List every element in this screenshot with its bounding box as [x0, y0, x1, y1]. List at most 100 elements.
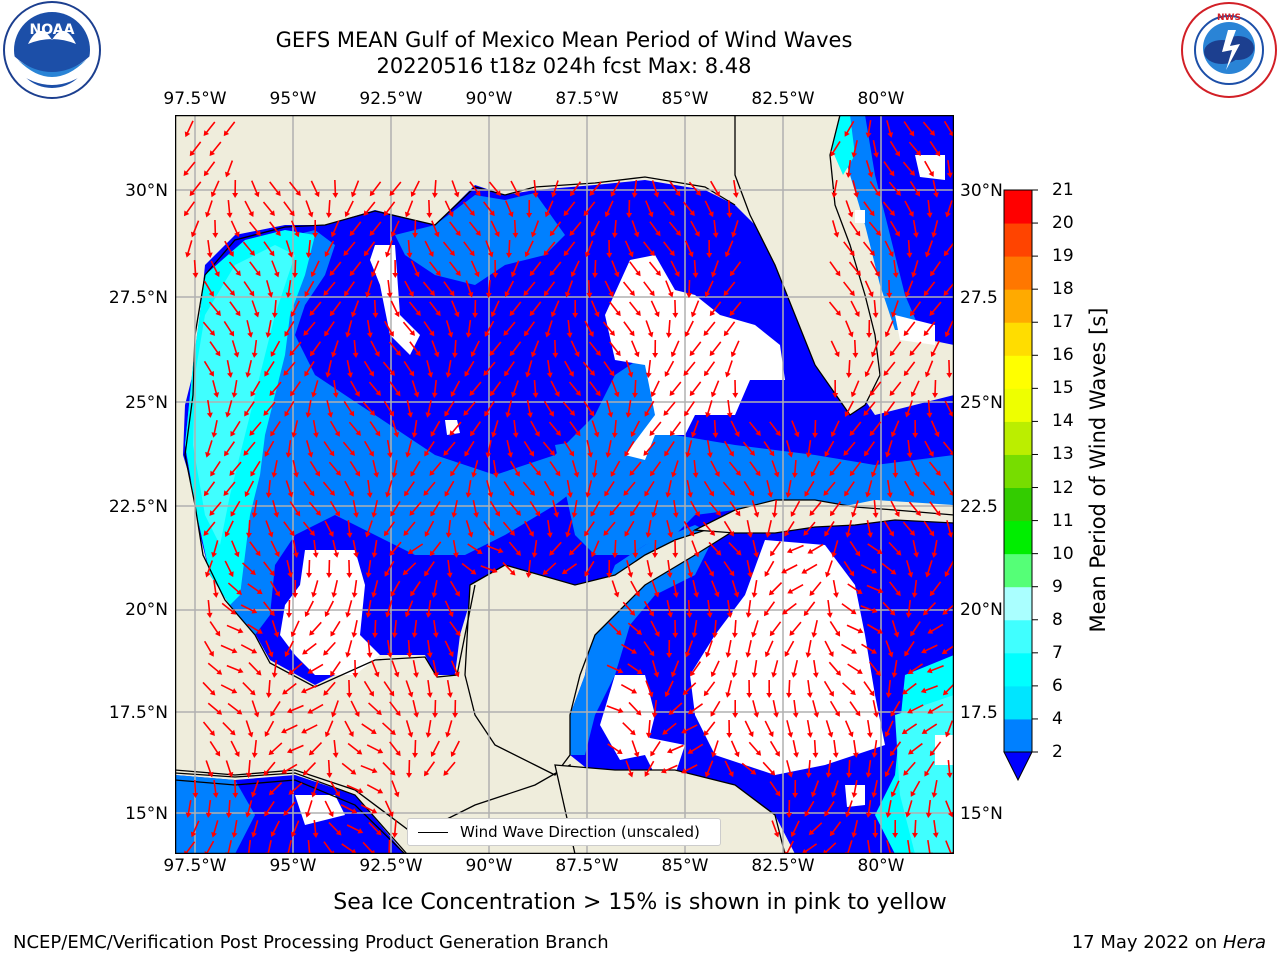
- chart-subtitle: 20220516 t18z 024h fcst Max: 8.48: [376, 54, 752, 78]
- chart-title: GEFS MEAN Gulf of Mexico Mean Period of …: [275, 28, 853, 52]
- wind-wave-arrow: [285, 240, 294, 258]
- wind-wave-arrow: [308, 501, 321, 516]
- wind-wave-arrow: [366, 639, 373, 658]
- wind-wave-arrow: [870, 460, 880, 478]
- wind-wave-arrow: [445, 720, 453, 738]
- wind-wave-arrow: [307, 703, 324, 714]
- wind-wave-arrow: [650, 620, 660, 638]
- wind-wave-arrow: [510, 180, 520, 197]
- colorbar-swatch: [1004, 421, 1032, 455]
- wind-wave-arrow: [405, 720, 414, 738]
- wind-wave-arrow: [731, 619, 738, 638]
- wind-wave-arrow: [302, 642, 317, 655]
- wind-wave-arrow: [703, 480, 714, 497]
- wind-wave-arrow: [346, 360, 353, 378]
- wind-wave-arrow: [250, 380, 261, 397]
- lon-tick-top: 87.5°W: [555, 89, 619, 109]
- wind-wave-arrow: [552, 500, 560, 518]
- wind-wave-arrow: [845, 520, 853, 538]
- wind-wave-arrow: [683, 361, 696, 376]
- wind-wave-arrow: [631, 220, 640, 238]
- wind-wave-arrow: [809, 501, 822, 516]
- wind-wave-arrow: [232, 779, 239, 798]
- wind-wave-arrow: [830, 340, 840, 358]
- wind-wave-arrow: [672, 299, 679, 318]
- colorbar-tick-label: 2: [1052, 742, 1063, 762]
- wind-wave-arrow: [692, 259, 699, 278]
- wind-wave-arrow: [210, 180, 220, 198]
- wind-wave-arrow: [470, 260, 480, 278]
- wind-wave-arrow: [884, 240, 894, 258]
- wind-wave-arrow: [203, 280, 214, 297]
- wind-wave-arrow: [826, 599, 833, 618]
- wind-wave-arrow: [884, 760, 894, 778]
- wind-wave-arrow: [726, 719, 733, 738]
- wind-wave-arrow: [245, 759, 252, 778]
- wind-wave-arrow: [849, 541, 861, 557]
- wind-wave-arrow: [265, 640, 274, 658]
- wind-wave-arrow: [590, 300, 600, 318]
- wind-wave-arrow: [645, 719, 652, 738]
- wind-wave-arrow: [883, 520, 894, 537]
- colorbar-tick-label: 9: [1052, 576, 1063, 597]
- wind-wave-arrow: [543, 400, 554, 417]
- wind-wave-arrow: [549, 541, 562, 556]
- wind-wave-arrow: [791, 660, 799, 678]
- wind-wave-arrow: [383, 521, 396, 537]
- wind-wave-arrow: [803, 601, 816, 617]
- wind-wave-arrow: [786, 544, 804, 554]
- wind-wave-arrow: [490, 220, 500, 238]
- wind-wave-arrow: [847, 583, 863, 595]
- wind-wave-arrow: [251, 780, 260, 798]
- wind-wave-arrow: [864, 280, 874, 298]
- wind-wave-arrow: [429, 461, 442, 476]
- wind-wave-arrow: [690, 661, 702, 677]
- wind-wave-arrow: [872, 299, 879, 318]
- wind-wave-arrow: [371, 660, 380, 678]
- wind-wave-arrow: [908, 501, 921, 516]
- wind-wave-arrow: [548, 421, 561, 436]
- wind-wave-arrow: [324, 800, 334, 818]
- wind-wave-arrow: [848, 261, 861, 276]
- wind-wave-arrow: [444, 200, 454, 218]
- legend-label: Wind Wave Direction (unscaled): [460, 823, 700, 841]
- wind-wave-arrow: [385, 480, 393, 498]
- lat-tick-right: 27.5: [960, 288, 998, 308]
- wind-wave-arrow: [643, 241, 655, 257]
- wind-wave-arrow: [829, 261, 841, 277]
- colorbar-tick-label: 17: [1052, 312, 1074, 333]
- wind-wave-arrow: [391, 460, 398, 478]
- wind-wave-arrow: [772, 700, 779, 718]
- wind-wave-arrow: [849, 461, 862, 477]
- wind-wave-arrow: [748, 741, 762, 756]
- wind-wave-arrow: [332, 179, 339, 198]
- wind-wave-arrow: [366, 479, 373, 498]
- wind-wave-arrow: [509, 341, 522, 357]
- wind-wave-arrow: [425, 400, 432, 418]
- wind-wave-arrow: [886, 479, 893, 498]
- wind-wave-arrow: [290, 220, 300, 238]
- wind-wave-arrow: [546, 359, 553, 378]
- wind-wave-arrow: [489, 341, 502, 357]
- wind-wave-arrow: [771, 460, 780, 478]
- wind-wave-arrow: [712, 219, 719, 238]
- wind-wave-arrow: [590, 220, 601, 238]
- wind-wave-arrow: [220, 644, 238, 654]
- wind-wave-arrow: [286, 560, 294, 578]
- wind-wave-arrow: [891, 620, 900, 638]
- wind-wave-arrow: [649, 221, 661, 237]
- wind-wave-arrow: [865, 160, 874, 178]
- wind-wave-arrow: [247, 623, 263, 634]
- wind-wave-arrow: [508, 541, 521, 556]
- wind-wave-arrow: [770, 541, 782, 557]
- wind-wave-arrow: [723, 321, 736, 337]
- wind-wave-arrow: [863, 201, 875, 217]
- wind-wave-arrow: [350, 380, 360, 397]
- wind-wave-arrow: [372, 460, 380, 478]
- wind-wave-arrow: [843, 241, 855, 257]
- wind-wave-arrow: [451, 180, 460, 198]
- wind-wave-arrow: [891, 659, 898, 678]
- wind-wave-arrow: [811, 620, 818, 638]
- wind-wave-arrow: [571, 460, 580, 478]
- wind-wave-arrow: [905, 400, 913, 418]
